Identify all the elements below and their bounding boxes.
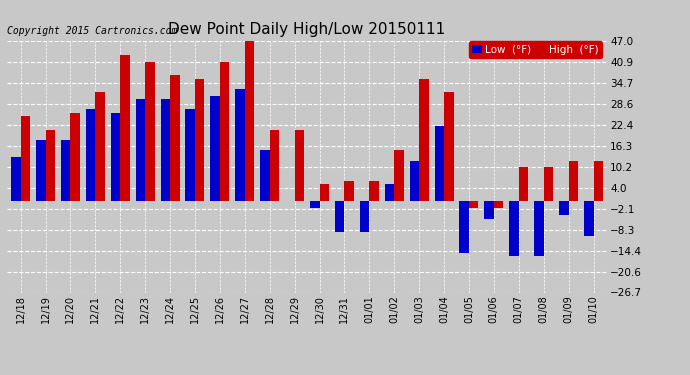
Bar [61, 140, 70, 201]
Legend: Low  (°F), High  (°F): Low (°F), High (°F) [469, 41, 602, 58]
Bar [161, 99, 170, 201]
Bar [360, 201, 369, 232]
Bar [394, 150, 404, 201]
Bar [95, 92, 105, 201]
Bar [210, 96, 220, 201]
Bar [70, 113, 80, 201]
Bar [444, 92, 453, 201]
Bar [260, 150, 270, 201]
Bar [111, 113, 120, 201]
Title: Dew Point Daily High/Low 20150111: Dew Point Daily High/Low 20150111 [168, 22, 446, 37]
Bar [186, 110, 195, 201]
Bar [509, 201, 519, 256]
Bar [469, 201, 478, 208]
Bar [136, 99, 145, 201]
Bar [36, 140, 46, 201]
Bar [86, 110, 95, 201]
Bar [344, 181, 354, 201]
Bar [319, 184, 329, 201]
Bar [534, 201, 544, 256]
Bar [460, 201, 469, 253]
Bar [270, 130, 279, 201]
Bar [46, 130, 55, 201]
Bar [335, 201, 344, 232]
Bar [593, 160, 603, 201]
Bar [310, 201, 319, 208]
Bar [484, 201, 494, 219]
Bar [11, 157, 21, 201]
Bar [145, 62, 155, 201]
Bar [569, 160, 578, 201]
Bar [120, 55, 130, 201]
Bar [235, 89, 245, 201]
Bar [419, 79, 428, 201]
Bar [295, 130, 304, 201]
Bar [584, 201, 593, 236]
Bar [494, 201, 503, 208]
Bar [21, 116, 30, 201]
Bar [559, 201, 569, 215]
Bar [544, 167, 553, 201]
Bar [195, 79, 204, 201]
Bar [519, 167, 529, 201]
Bar [385, 184, 394, 201]
Bar [245, 41, 254, 201]
Bar [369, 181, 379, 201]
Text: Copyright 2015 Cartronics.com: Copyright 2015 Cartronics.com [7, 26, 177, 36]
Bar [410, 160, 419, 201]
Bar [435, 126, 444, 201]
Bar [170, 75, 179, 201]
Bar [220, 62, 229, 201]
